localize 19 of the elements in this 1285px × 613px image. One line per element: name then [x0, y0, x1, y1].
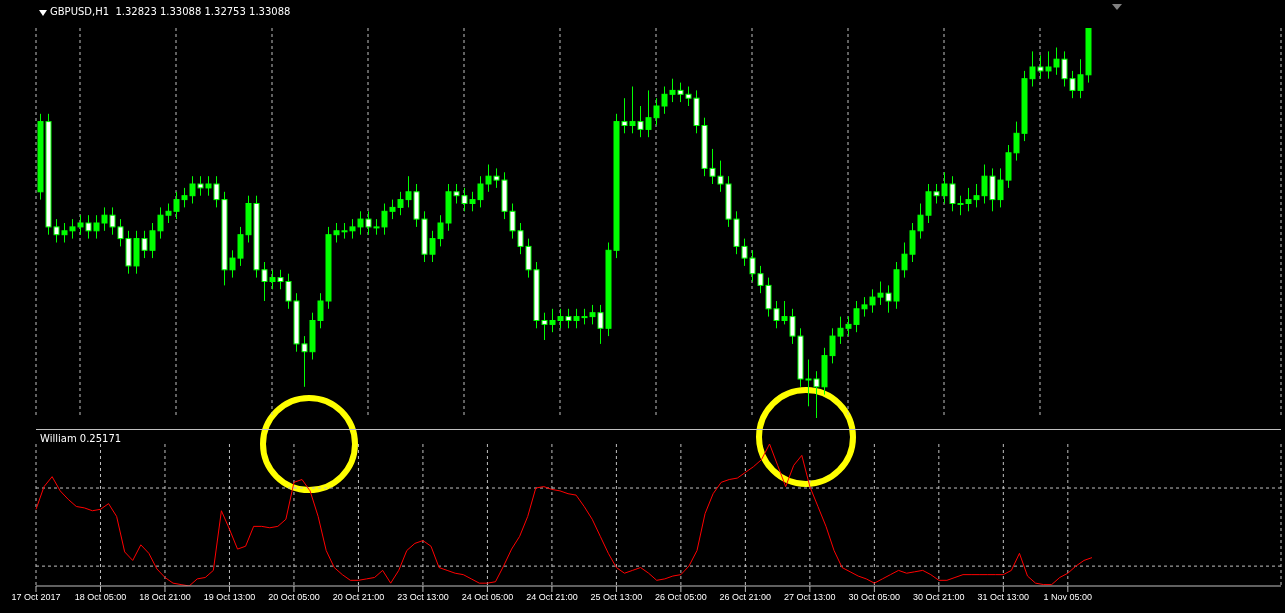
x-tick-label: 24 Oct 05:00 — [461, 592, 514, 603]
x-tick-label: 31 Oct 13:00 — [977, 592, 1030, 603]
x-tick-label: 30 Oct 05:00 — [848, 592, 901, 603]
x-tick-label: 25 Oct 13:00 — [590, 592, 643, 603]
chart-title: William 0.25171 — [40, 433, 122, 444]
x-tick-label: 24 Oct 21:00 — [526, 592, 578, 603]
x-tick-label: 20 Oct 21:00 — [332, 592, 385, 603]
x-tick-label: 20 Oct 05:00 — [268, 592, 320, 603]
x-tick-label: 27 Oct 13:00 — [784, 592, 836, 603]
x-tick-label: 18 Oct 05:00 — [74, 592, 127, 603]
chart-title: GBPUSD,H1 1.32823 1.33088 1.32753 1.33088 — [50, 6, 291, 17]
x-tick-label: 18 Oct 21:00 — [139, 592, 191, 603]
x-tick-label: 30 Oct 21:00 — [913, 592, 965, 603]
x-tick-label: 17 Oct 2017 — [11, 592, 61, 603]
x-tick-label: 1 Nov 05:00 — [1043, 592, 1093, 603]
x-tick-label: 19 Oct 13:00 — [203, 592, 256, 603]
x-tick-label: 26 Oct 05:00 — [655, 592, 707, 603]
x-tick-label: 23 Oct 13:00 — [397, 592, 449, 603]
x-tick-label: 26 Oct 21:00 — [719, 592, 772, 603]
